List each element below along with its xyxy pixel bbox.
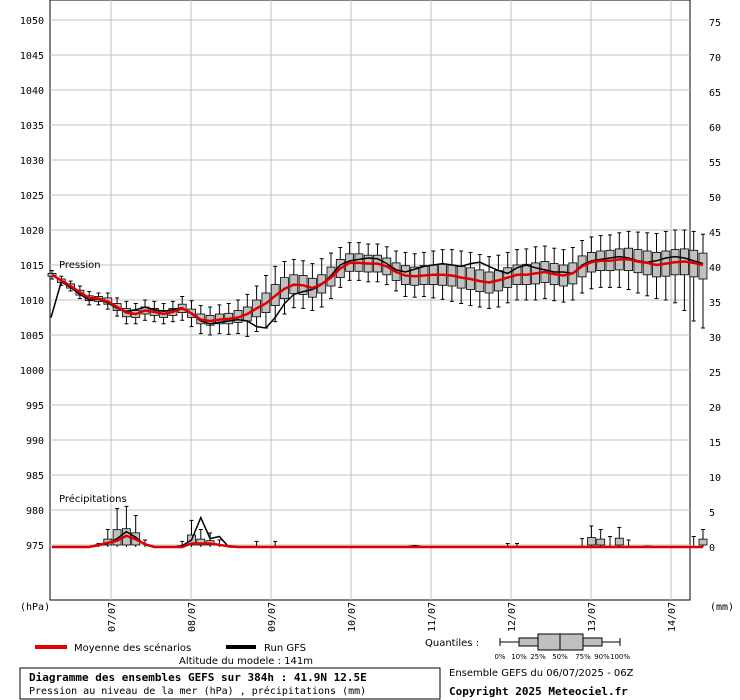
y-left-tick-985: 985	[26, 471, 44, 482]
y-axis-right-ticks: 0 5 10 15 20 25 30 35 40 45 50 55 60 65 70 75	[709, 18, 721, 554]
precip-box-16	[196, 529, 206, 547]
y-right-tick-0: 0	[709, 543, 715, 554]
legend-mean-label: Moyenne des scénarios	[74, 642, 191, 654]
series-lines	[50, 255, 704, 549]
pressure-section-label: Pression	[59, 260, 101, 271]
quantile-tick-2: 25%	[530, 653, 546, 661]
y-right-tick-20: 20	[709, 403, 721, 414]
y-left-tick-1020: 1020	[20, 226, 44, 237]
quantile-tick-6: 100%	[610, 653, 630, 661]
y-right-tick-55: 55	[709, 158, 721, 169]
precip-iqr-61	[614, 537, 624, 546]
y-left-unit: (hPa)	[20, 602, 50, 613]
x-tick-3: 10/07	[347, 602, 358, 632]
y-right-tick-40: 40	[709, 263, 721, 274]
precip-box-61	[614, 526, 624, 547]
precip-box-57	[580, 538, 585, 547]
y-right-unit: (mm)	[710, 602, 734, 613]
x-axis-ticks: 07/07 08/07 09/07 10/07 11/07 12/07 13/07 14/07	[107, 602, 678, 632]
altitude-label: Altitude du modele : 141m	[179, 656, 313, 667]
precip-iqr-70	[698, 538, 708, 546]
precip-box-58	[587, 525, 596, 547]
pressure-box-70	[698, 233, 708, 329]
y-left-tick-975: 975	[26, 541, 44, 552]
y-axis-left-ticks: 975 980 985 990 995 1000 1005 1010 1015 1020 1025 1…	[20, 16, 44, 552]
precip-mean-line	[52, 534, 703, 549]
precip-box-69	[691, 536, 696, 547]
y-left-tick-1005: 1005	[20, 331, 44, 342]
y-right-tick-25: 25	[709, 368, 721, 379]
pressure-run-gfs-line	[50, 255, 704, 329]
y-left-tick-980: 980	[26, 506, 44, 517]
y-right-tick-75: 75	[709, 18, 721, 29]
y-left-tick-990: 990	[26, 436, 44, 447]
y-right-tick-50: 50	[709, 193, 721, 204]
y-left-tick-1030: 1030	[20, 156, 44, 167]
y-right-tick-5: 5	[709, 508, 715, 519]
y-left-tick-1025: 1025	[20, 191, 44, 202]
precip-section-label: Précipitations	[59, 493, 127, 505]
x-tick-6: 13/07	[587, 602, 598, 632]
precip-iqr-59	[596, 538, 606, 546]
y-left-tick-1050: 1050	[20, 16, 44, 27]
y-left-tick-995: 995	[26, 401, 44, 412]
title-box	[19, 667, 441, 700]
y-left-tick-1010: 1010	[20, 296, 44, 307]
quantile-tick-4: 75%	[575, 653, 591, 661]
x-tick-5: 12/07	[507, 602, 518, 632]
ensemble-info: Ensemble GEFS du 06/07/2025 - 06Z	[449, 668, 634, 679]
copyright: Copyright 2025 Meteociel.fr	[449, 685, 628, 698]
precip-box-59	[596, 529, 606, 547]
legend-run-label: Run GFS	[264, 643, 306, 654]
title-bold: Diagramme des ensembles GEFS sur 384h : …	[29, 671, 367, 684]
y-right-tick-35: 35	[709, 298, 721, 309]
pressure-iqr-70	[698, 252, 708, 280]
quantile-tick-0: 0%	[494, 653, 505, 661]
quantile-tick-labels: 0% 10% 25% 50% 75% 90% 100%	[494, 653, 630, 661]
y-right-tick-60: 60	[709, 123, 721, 134]
y-left-tick-1015: 1015	[20, 261, 44, 272]
precip-iqr-16	[196, 538, 206, 546]
precip-box-60	[608, 536, 612, 547]
y-left-tick-1000: 1000	[20, 366, 44, 377]
x-tick-7: 14/07	[667, 602, 678, 632]
quantiles-label: Quantiles :	[425, 638, 479, 649]
precip-iqr-58	[587, 537, 596, 546]
x-tick-2: 09/07	[267, 602, 278, 632]
x-tick-4: 11/07	[427, 602, 438, 632]
quantile-tick-5: 90%	[594, 653, 610, 661]
quantile-tick-3: 50%	[552, 653, 568, 661]
x-tick-1: 08/07	[187, 602, 198, 632]
quantile-tick-1: 10%	[511, 653, 527, 661]
y-left-tick-1040: 1040	[20, 86, 44, 97]
y-right-tick-30: 30	[709, 333, 721, 344]
y-right-tick-65: 65	[709, 88, 721, 99]
y-right-tick-15: 15	[709, 438, 721, 449]
y-left-tick-1045: 1045	[20, 51, 44, 62]
y-right-tick-45: 45	[709, 228, 721, 239]
y-left-tick-1035: 1035	[20, 121, 44, 132]
y-right-tick-10: 10	[709, 473, 721, 484]
x-tick-0: 07/07	[107, 602, 118, 632]
pressure-mean-line	[51, 258, 704, 323]
precip-box-70	[698, 529, 708, 547]
title-sub: Pression au niveau de la mer (hPa) , pré…	[29, 685, 366, 697]
y-right-tick-70: 70	[709, 53, 721, 64]
quantiles-example-box	[499, 633, 621, 651]
